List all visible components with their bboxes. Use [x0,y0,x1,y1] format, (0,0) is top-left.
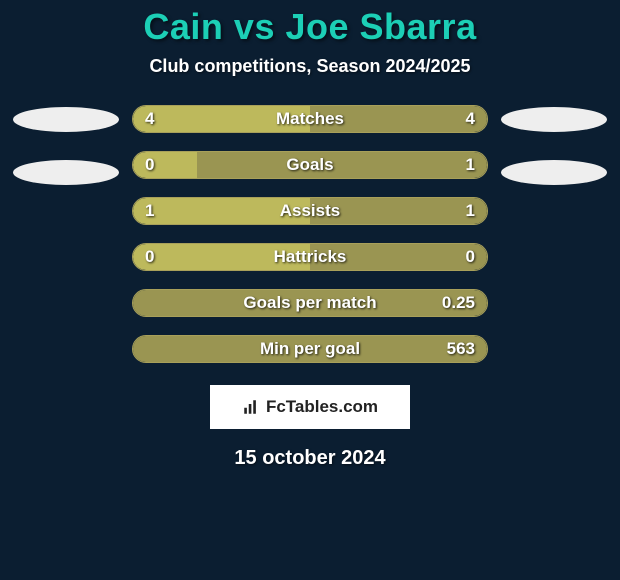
chart-icon [242,398,260,416]
date-text: 15 october 2024 [0,447,620,470]
content-row: 4Matches40Goals11Assists10Hattricks0Goal… [0,105,620,363]
stat-bar: 4Matches4 [132,105,488,133]
stat-right-value: 0 [466,247,475,267]
stat-label: Min per goal [133,339,487,359]
team-badge-placeholder [13,107,119,132]
comparison-title: Cain vs Joe Sbarra [143,6,476,48]
stat-right-value: 1 [466,155,475,175]
subtitle: Club competitions, Season 2024/2025 [0,56,620,77]
stat-label: Goals per match [133,293,487,313]
vs-text: vs [234,6,275,47]
team-badge-placeholder [501,160,607,185]
stat-right-value: 1 [466,201,475,221]
stat-right-value: 4 [466,109,475,129]
stat-bar: Min per goal563 [132,335,488,363]
stat-bar: 1Assists1 [132,197,488,225]
stat-text-row: 1Assists1 [133,198,487,224]
header: Cain vs Joe Sbarra Club competitions, Se… [0,0,620,77]
stat-text-row: Min per goal563 [133,336,487,362]
stat-label: Hattricks [133,247,487,267]
stat-right-value: 0.25 [442,293,475,313]
player-1-name: Cain [143,6,223,47]
stat-bar: 0Goals1 [132,151,488,179]
stat-label: Matches [133,109,487,129]
stat-right-value: 563 [447,339,475,359]
stat-label: Assists [133,201,487,221]
attribution-text: FcTables.com [266,397,378,417]
stat-bar: Goals per match0.25 [132,289,488,317]
team-badge-placeholder [501,107,607,132]
stat-left-value: 0 [145,155,154,175]
stat-text-row: 4Matches4 [133,106,487,132]
team-badge-placeholder [13,160,119,185]
stat-left-value: 0 [145,247,154,267]
stats-column: 4Matches40Goals11Assists10Hattricks0Goal… [126,105,494,363]
stat-left-value: 4 [145,109,154,129]
stat-text-row: Goals per match0.25 [133,290,487,316]
player-2-name: Joe Sbarra [285,6,476,47]
stat-text-row: 0Goals1 [133,152,487,178]
attribution-badge: FcTables.com [210,385,410,429]
stat-left-value: 1 [145,201,154,221]
right-disc-column [494,105,614,185]
stat-text-row: 0Hattricks0 [133,244,487,270]
stat-bar: 0Hattricks0 [132,243,488,271]
left-disc-column [6,105,126,185]
stat-label: Goals [133,155,487,175]
